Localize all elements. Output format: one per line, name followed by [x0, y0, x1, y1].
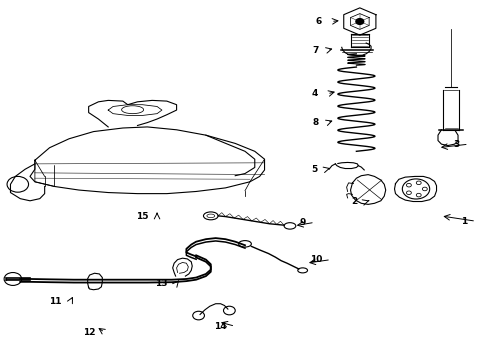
Text: 1: 1	[461, 217, 467, 226]
Text: 13: 13	[155, 279, 168, 288]
Text: 8: 8	[312, 118, 318, 127]
Text: 15: 15	[136, 212, 148, 221]
Text: 5: 5	[311, 165, 318, 174]
Text: 4: 4	[312, 89, 318, 98]
Circle shape	[356, 19, 364, 24]
Text: 9: 9	[300, 218, 306, 227]
Text: 3: 3	[454, 140, 460, 149]
Text: 6: 6	[316, 17, 322, 26]
Text: 11: 11	[49, 297, 62, 306]
Text: 10: 10	[310, 255, 322, 264]
Text: 12: 12	[83, 328, 96, 337]
Text: 14: 14	[214, 322, 226, 331]
Text: 2: 2	[351, 197, 357, 206]
Text: 7: 7	[312, 46, 318, 55]
